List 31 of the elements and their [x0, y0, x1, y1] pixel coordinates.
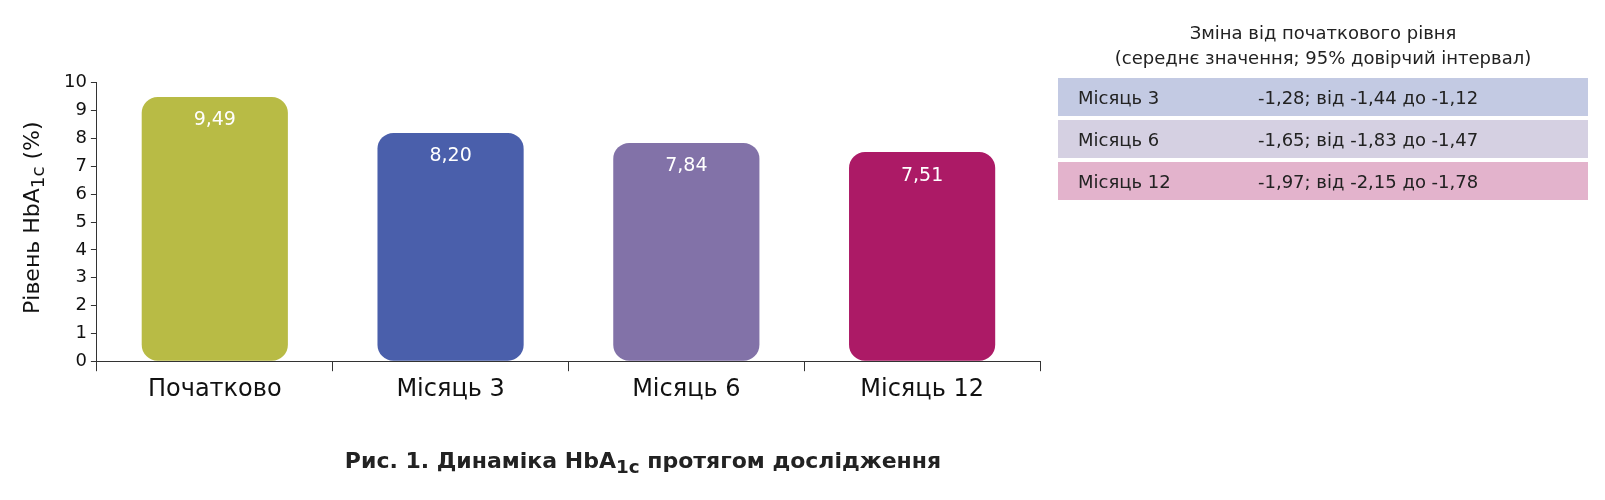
bar — [377, 132, 524, 361]
y-tick-label: 8 — [75, 126, 87, 148]
x-tick-label: Місяць 6 — [632, 373, 741, 402]
y-tick-label: 0 — [75, 348, 87, 370]
text: Місяць 6 — [1077, 128, 1161, 150]
data-label: 8,20 — [429, 143, 472, 166]
text: Місяць 3 — [1077, 86, 1161, 108]
x-tick-label: Місяць 3 — [396, 373, 505, 402]
y-tick-label: 6 — [75, 181, 87, 203]
bar — [141, 97, 288, 361]
data-label: 9,49 — [193, 107, 236, 130]
bar — [613, 142, 760, 361]
y-tick-label: 4 — [75, 237, 87, 259]
text: -1,65; від -1,83 до -1,47 — [1258, 128, 1479, 150]
y-tick-label: 7 — [75, 153, 87, 175]
data-label: 7,51 — [900, 162, 944, 185]
x-tick-label: Початково — [147, 373, 282, 402]
text: -1,28; від -1,44 до -1,12 — [1258, 86, 1479, 108]
y-tick-label: 2 — [75, 293, 87, 315]
text: -1,97; від -2,15 до -1,78 — [1258, 170, 1479, 192]
x-tick-label: Місяць 12 — [860, 373, 984, 402]
data-label: 7,84 — [665, 153, 708, 176]
bar — [849, 152, 996, 361]
y-tick-label: 1 — [75, 321, 87, 343]
y-tick-label: 9 — [75, 98, 87, 120]
text: Місяць 12 — [1077, 170, 1172, 192]
text: Рис. 1. Динаміка HbA$_{1c}$ протягом дослідження — [343, 448, 943, 478]
y-tick-label: 10 — [64, 70, 87, 92]
text: Зміна від початкового рівня (середнє значення; 95% довірчий інтервал) — [1113, 21, 1533, 71]
y-tick-label: 5 — [75, 209, 87, 231]
y-tick-label: 3 — [75, 265, 87, 287]
